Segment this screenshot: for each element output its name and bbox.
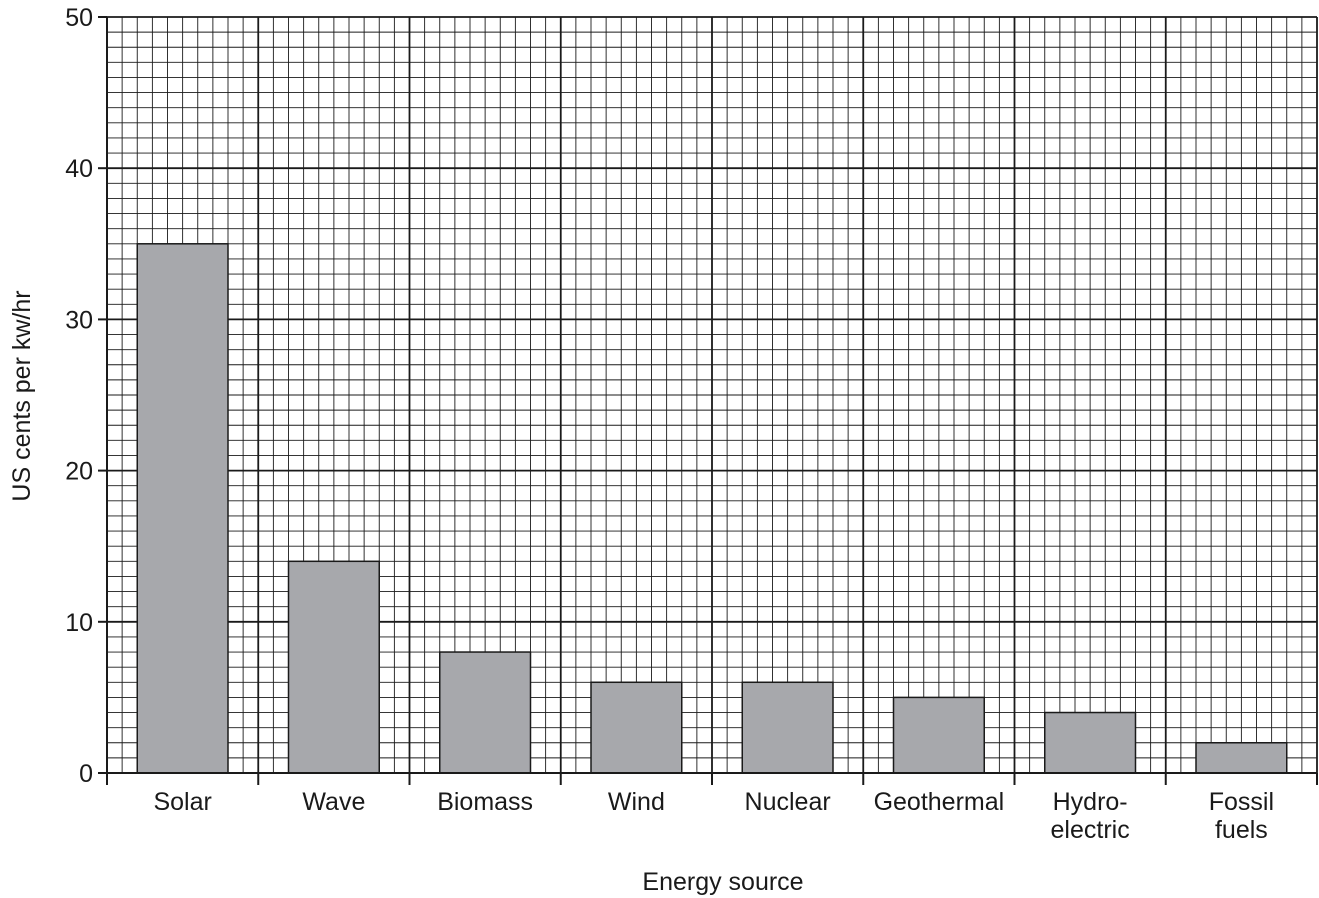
- x-category-label-line: Nuclear: [745, 788, 831, 816]
- x-category-label-line: Biomass: [437, 788, 533, 816]
- x-category-label: Wave: [302, 788, 365, 816]
- bar: [892, 696, 985, 774]
- x-category-label: Wind: [608, 788, 665, 816]
- bar: [590, 681, 683, 774]
- x-category-label: Biomass: [437, 788, 533, 816]
- x-category-label: Solar: [153, 788, 211, 816]
- bar: [136, 243, 229, 774]
- x-category-label: Geothermal: [874, 788, 1005, 816]
- bar: [287, 560, 380, 774]
- x-category-label-line: fuels: [1215, 816, 1268, 844]
- x-category-label-line: Wave: [302, 788, 365, 816]
- bar: [1195, 742, 1288, 774]
- bar: [1044, 711, 1137, 774]
- y-tick-label: 20: [65, 458, 93, 486]
- x-category-label-line: Solar: [153, 788, 211, 816]
- x-category-label-line: Hydro-: [1053, 788, 1128, 816]
- bars: [136, 243, 1288, 774]
- y-tick-label: 50: [65, 4, 93, 32]
- x-category-label-line: Fossil: [1209, 788, 1274, 816]
- bar: [439, 651, 532, 774]
- x-category-label-line: electric: [1051, 816, 1130, 844]
- y-tick-label: 40: [65, 155, 93, 183]
- x-category-label: Hydro-electric: [1051, 788, 1130, 844]
- x-category-label: Fossil fuels: [1209, 788, 1274, 844]
- y-axis-title: US cents per kw/hr: [8, 290, 36, 501]
- x-category-label: Nuclear: [745, 788, 831, 816]
- y-tick-label: 10: [65, 609, 93, 637]
- axes: [98, 16, 1318, 785]
- x-axis-title: Energy source: [642, 868, 803, 896]
- y-tick-label: 0: [79, 760, 93, 788]
- x-category-label-line: Wind: [608, 788, 665, 816]
- x-category-label-line: Geothermal: [874, 788, 1005, 816]
- y-tick-labels: 0 10 20 30 40 50: [65, 4, 93, 788]
- x-category-labels: Solar Wave Biomass Wind Nuclear Geothermal Hyd…: [153, 788, 1274, 844]
- y-tick-label: 30: [65, 306, 93, 334]
- bar: [741, 681, 834, 774]
